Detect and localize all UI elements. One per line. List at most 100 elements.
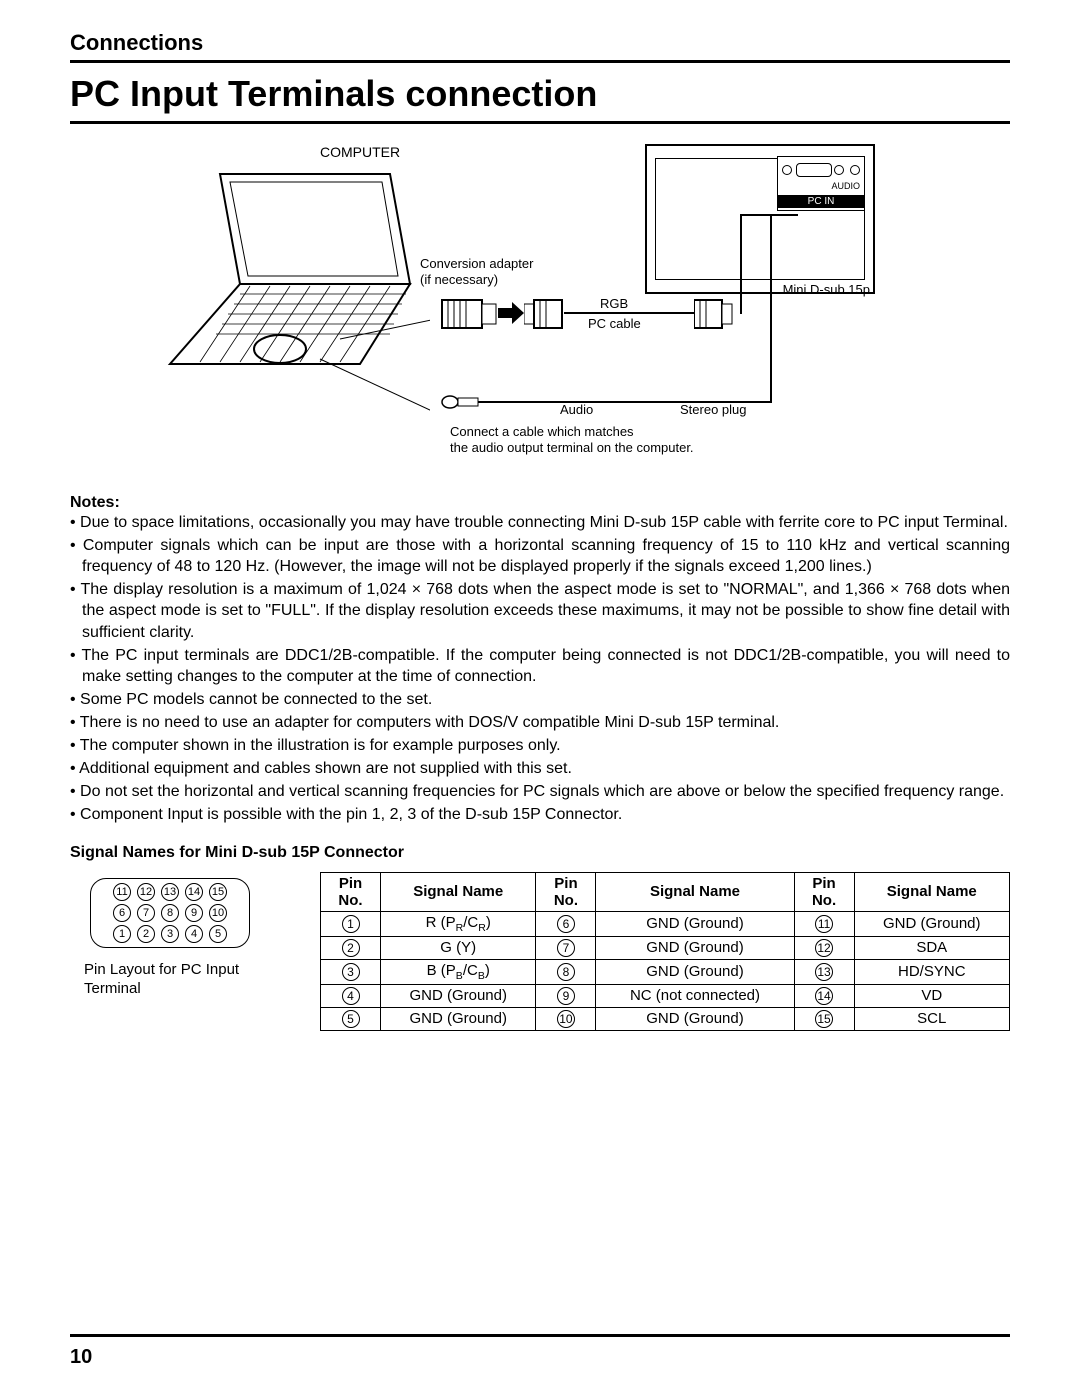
pin-cell: 13 [794, 959, 854, 984]
table-row: 5GND (Ground)10GND (Ground)15SCL [321, 1007, 1010, 1030]
laptop-icon [160, 164, 430, 464]
pin-number: 5 [209, 925, 227, 943]
pin-number: 8 [161, 904, 179, 922]
monitor-icon: AUDIO PC IN [645, 144, 875, 294]
pin-cell: 15 [794, 1007, 854, 1030]
signal-cell: HD/SYNC [854, 959, 1009, 984]
note-item: • Due to space limitations, occasionally… [70, 512, 1010, 533]
label-audio-note: Connect a cable which matches the audio … [450, 424, 694, 457]
table-header: Signal Name [381, 872, 536, 911]
audio-jack-icon [440, 392, 490, 412]
pin-cell: 14 [794, 984, 854, 1007]
table-row: 4GND (Ground)9NC (not connected)14VD [321, 984, 1010, 1007]
pin-row: 6789 10 [113, 904, 227, 922]
pin-layout-caption: Pin Layout for PC Input Terminal [70, 960, 290, 999]
table-header: Signal Name [854, 872, 1009, 911]
pin-row: 12345 [113, 925, 227, 943]
pin-cell: 7 [536, 936, 596, 959]
vga-plug-icon [694, 294, 734, 334]
notes-heading: Notes: [70, 494, 1010, 512]
label-conversion-adapter: Conversion adapter (if necessary) [420, 256, 533, 287]
signal-cell: GND (Ground) [596, 936, 794, 959]
label-audio-port: AUDIO [831, 181, 860, 191]
signal-cell: B (PB/CB) [381, 959, 536, 984]
pin-number: 7 [137, 904, 155, 922]
pin-number: 4 [185, 925, 203, 943]
pin-connector-diagram: 111213141567891012345 [90, 878, 250, 948]
signal-cell: G (Y) [381, 936, 536, 959]
pin-cell: 3 [321, 959, 381, 984]
label-audio: Audio [560, 402, 593, 417]
pin-number: 10 [209, 904, 227, 922]
pin-layout-row: 111213141567891012345 Pin Layout for PC … [70, 872, 1010, 1031]
pin-number: 11 [113, 883, 131, 901]
pin-cell: 8 [536, 959, 596, 984]
note-item: • Do not set the horizontal and vertical… [70, 781, 1010, 802]
page-title: PC Input Terminals connection [70, 63, 1010, 124]
pin-cell: 11 [794, 911, 854, 936]
pin-number: 9 [185, 904, 203, 922]
signal-table-heading: Signal Names for Mini D-sub 15P Connecto… [70, 844, 1010, 862]
signal-cell: GND (Ground) [596, 1007, 794, 1030]
table-row: 3B (PB/CB)8GND (Ground)13HD/SYNC [321, 959, 1010, 984]
signal-cell: SCL [854, 1007, 1009, 1030]
table-header: Signal Name [596, 872, 794, 911]
signal-cell: NC (not connected) [596, 984, 794, 1007]
label-rgb: RGB [600, 296, 628, 311]
signal-cell: SDA [854, 936, 1009, 959]
vga-connector-icon [440, 294, 500, 334]
pin-cell: 10 [536, 1007, 596, 1030]
pin-row: 11 12 13 14 15 [113, 883, 227, 901]
note-item: • The display resolution is a maximum of… [70, 579, 1010, 642]
notes-list: • Due to space limitations, occasionally… [70, 512, 1010, 826]
pin-number: 3 [161, 925, 179, 943]
pin-cell: 9 [536, 984, 596, 1007]
signal-cell: GND (Ground) [596, 911, 794, 936]
vga-plug-icon [524, 294, 564, 334]
connection-diagram: COMPUTER [140, 144, 940, 474]
section-header: Connections [70, 30, 1010, 63]
signal-cell: VD [854, 984, 1009, 1007]
label-computer: COMPUTER [320, 144, 400, 160]
pin-cell: 6 [536, 911, 596, 936]
table-header: Pin No. [536, 872, 596, 911]
pin-number: 1 [113, 925, 131, 943]
note-item: • Additional equipment and cables shown … [70, 758, 1010, 779]
pin-cell: 1 [321, 911, 381, 936]
label-pc-cable: PC cable [588, 316, 641, 331]
pin-cell: 12 [794, 936, 854, 959]
note-item: • Computer signals which can be input ar… [70, 535, 1010, 577]
signal-cell: GND (Ground) [381, 984, 536, 1007]
note-item: • Component Input is possible with the p… [70, 804, 1010, 825]
label-pc-in: PC IN [778, 195, 864, 208]
note-item: • Some PC models cannot be connected to … [70, 689, 1010, 710]
table-row: 2G (Y)7GND (Ground)12SDA [321, 936, 1010, 959]
pin-number: 14 [185, 883, 203, 901]
table-header: Pin No. [321, 872, 381, 911]
table-row: 1R (PR/CR)6GND (Ground)11GND (Ground) [321, 911, 1010, 936]
signal-cell: GND (Ground) [596, 959, 794, 984]
label-mini-dsub: Mini D-sub 15p [783, 282, 870, 297]
pin-cell: 2 [321, 936, 381, 959]
pin-number: 13 [161, 883, 179, 901]
signal-names-table: Pin No.Signal NamePin No.Signal NamePin … [320, 872, 1010, 1031]
pin-cell: 5 [321, 1007, 381, 1030]
pin-number: 12 [137, 883, 155, 901]
note-item: • The PC input terminals are DDC1/2B-com… [70, 645, 1010, 687]
note-item: • There is no need to use an adapter for… [70, 712, 1010, 733]
pin-number: 2 [137, 925, 155, 943]
page-number: 10 [70, 1346, 92, 1369]
pin-cell: 4 [321, 984, 381, 1007]
arrow-icon [498, 302, 524, 324]
signal-cell: R (PR/CR) [381, 911, 536, 936]
pc-in-panel: AUDIO PC IN [777, 156, 865, 211]
pin-diagram-column: 111213141567891012345 Pin Layout for PC … [70, 872, 320, 1031]
pin-number: 15 [209, 883, 227, 901]
label-stereo-plug: Stereo plug [680, 402, 747, 417]
note-item: • The computer shown in the illustration… [70, 735, 1010, 756]
page: Connections PC Input Terminals connectio… [0, 0, 1080, 1397]
footer-rule [70, 1334, 1010, 1337]
pin-number: 6 [113, 904, 131, 922]
signal-cell: GND (Ground) [854, 911, 1009, 936]
signal-cell: GND (Ground) [381, 1007, 536, 1030]
